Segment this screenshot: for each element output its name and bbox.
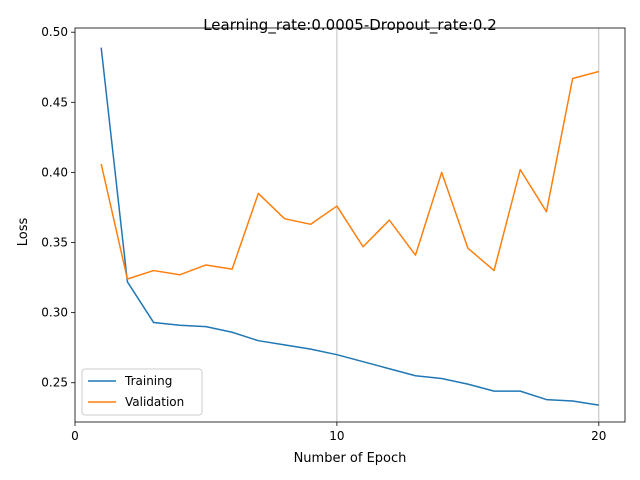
y-tick-label: 0.50 bbox=[41, 25, 68, 39]
y-tick-label: 0.25 bbox=[41, 376, 68, 390]
x-axis-ticks: 0 10 20 bbox=[71, 422, 606, 443]
y-tick-label: 0.30 bbox=[41, 306, 68, 320]
x-tick-label: 0 bbox=[71, 429, 79, 443]
y-tick-label: 0.45 bbox=[41, 95, 68, 109]
legend: Training Validation bbox=[81, 368, 203, 416]
legend-label-training: Training bbox=[124, 374, 172, 388]
y-tick-label: 0.35 bbox=[41, 236, 68, 250]
x-axis-label: Number of Epoch bbox=[294, 451, 407, 466]
y-tick-label: 0.40 bbox=[41, 165, 68, 179]
y-axis-ticks: 0.25 0.30 0.35 0.40 0.45 0.50 bbox=[41, 25, 75, 390]
plot-area-frame bbox=[74, 27, 626, 423]
x-tick-label: 20 bbox=[591, 429, 606, 443]
grid-lines bbox=[336, 28, 600, 422]
y-axis-label: Loss bbox=[16, 218, 31, 247]
legend-label-validation: Validation bbox=[125, 395, 184, 409]
series-line-validation bbox=[100, 70, 600, 280]
x-tick-label: 10 bbox=[329, 429, 344, 443]
series-line-training bbox=[100, 47, 599, 406]
series-lines bbox=[100, 47, 600, 406]
chart-title: Learning_rate:0.0005-Dropout_rate:0.2 bbox=[203, 16, 497, 35]
